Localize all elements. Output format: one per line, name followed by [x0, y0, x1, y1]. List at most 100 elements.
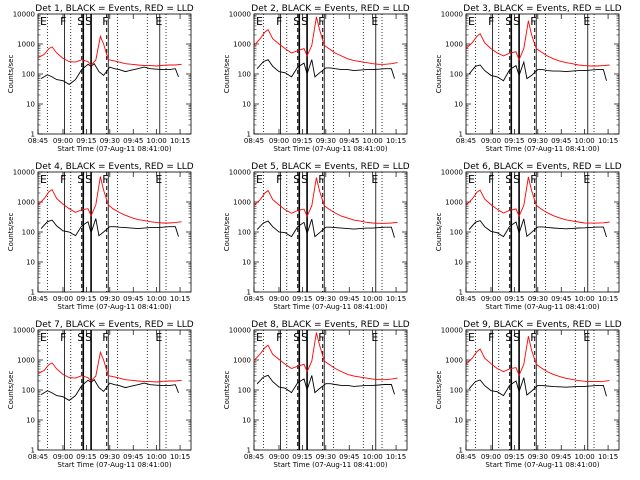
- x-tick-label: 10:15: [386, 295, 406, 303]
- interval-marker-s: S: [301, 173, 308, 186]
- x-tick-label: 09:45: [551, 453, 571, 461]
- x-tick-label: 09:00: [481, 295, 501, 303]
- x-axis-label: Start Time (07-Aug-11 08:41:00): [485, 145, 599, 153]
- interval-marker-s: S: [85, 173, 92, 186]
- y-axis-label: Counts/sec: [435, 371, 443, 410]
- x-tick-label: 08:45: [244, 137, 264, 145]
- y-tick-label: 10000: [13, 169, 35, 177]
- x-tick-label: 10:15: [386, 137, 406, 145]
- interval-marker-e: E: [155, 15, 162, 28]
- x-tick-label: 08:45: [28, 453, 48, 461]
- y-tick-label: 1000: [445, 199, 463, 207]
- x-tick-label: 10:00: [575, 137, 595, 145]
- x-tick-label: 09:45: [123, 453, 143, 461]
- plot-frame: [465, 171, 620, 293]
- interval-marker-s: S: [505, 331, 512, 344]
- y-tick-label: 1000: [17, 41, 35, 49]
- lld-series-line: [253, 177, 398, 224]
- x-tick-label: 10:15: [386, 453, 406, 461]
- interval-marker-f: F: [276, 15, 282, 28]
- x-tick-label: 10:15: [170, 453, 190, 461]
- y-tick-label: 100: [238, 229, 251, 237]
- interval-marker-f: F: [488, 173, 494, 186]
- y-tick-label: 10: [242, 101, 251, 109]
- y-tick-label: 10: [454, 417, 463, 425]
- x-tick-label: 09:45: [123, 137, 143, 145]
- y-tick-label: 1: [31, 447, 35, 455]
- lld-series-line: [465, 336, 610, 383]
- y-tick-label: 100: [22, 387, 35, 395]
- interval-marker-e: E: [371, 173, 378, 186]
- y-tick-label: 100: [450, 71, 463, 79]
- x-axis-label: Start Time (07-Aug-11 08:41:00): [273, 145, 387, 153]
- x-tick-label: 09:15: [76, 137, 96, 145]
- x-tick-label: 09:30: [100, 295, 120, 303]
- interval-marker-f: F: [276, 331, 282, 344]
- lld-series-line: [37, 176, 182, 224]
- panel-title: Det 1, BLACK = Events, RED = LLD: [35, 4, 194, 14]
- y-tick-label: 10000: [229, 169, 251, 177]
- events-series-line: [40, 379, 179, 401]
- y-tick-label: 100: [450, 387, 463, 395]
- y-tick-label: 1000: [233, 199, 251, 207]
- interval-marker-e: E: [371, 15, 378, 28]
- y-tick-label: 1: [247, 131, 251, 139]
- x-axis-label: Start Time (07-Aug-11 08:41:00): [57, 303, 171, 311]
- interval-marker-f: F: [318, 331, 324, 344]
- y-tick-label: 1: [459, 447, 463, 455]
- y-tick-label: 10: [26, 417, 35, 425]
- y-tick-label: 100: [22, 71, 35, 79]
- interval-marker-e: E: [256, 331, 263, 344]
- panel-det-9: Det 9, BLACK = Events, RED = LLD 1 10 100 10…: [435, 320, 622, 469]
- interval-marker-s: S: [85, 331, 92, 344]
- x-tick-label: 09:30: [528, 295, 548, 303]
- interval-marker-s: S: [77, 331, 84, 344]
- y-tick-label: 1: [31, 289, 35, 297]
- y-tick-label: 10000: [229, 11, 251, 19]
- x-tick-label: 09:00: [481, 137, 501, 145]
- x-tick-label: 09:00: [53, 137, 73, 145]
- lld-series-line: [253, 16, 398, 65]
- x-tick-label: 09:15: [292, 295, 312, 303]
- panel-title: Det 7, BLACK = Events, RED = LLD: [35, 320, 194, 330]
- lld-series-line: [37, 350, 182, 383]
- interval-marker-s: S: [293, 173, 300, 186]
- y-tick-label: 1: [247, 289, 251, 297]
- x-tick-label: 08:45: [28, 295, 48, 303]
- x-tick-label: 10:15: [170, 295, 190, 303]
- x-tick-label: 09:45: [123, 295, 143, 303]
- plot-frame: [465, 329, 620, 451]
- interval-marker-f: F: [530, 331, 536, 344]
- interval-marker-e: E: [583, 331, 590, 344]
- x-tick-label: 10:15: [598, 453, 618, 461]
- y-tick-label: 10: [26, 259, 35, 267]
- interval-marker-s: S: [505, 15, 512, 28]
- y-tick-label: 100: [238, 387, 251, 395]
- interval-marker-e: E: [40, 15, 47, 28]
- plot-frame: [253, 171, 408, 293]
- x-axis-label: Start Time (07-Aug-11 08:41:00): [273, 303, 387, 311]
- x-tick-label: 09:30: [100, 137, 120, 145]
- x-tick-label: 09:45: [551, 295, 571, 303]
- interval-marker-f: F: [60, 173, 66, 186]
- interval-marker-e: E: [468, 331, 475, 344]
- x-tick-label: 09:15: [504, 137, 524, 145]
- x-tick-label: 09:15: [504, 295, 524, 303]
- x-axis-label: Start Time (07-Aug-11 08:41:00): [273, 461, 387, 469]
- y-axis-label: Counts/sec: [223, 213, 231, 252]
- x-axis-label: Start Time (07-Aug-11 08:41:00): [485, 303, 599, 311]
- x-tick-label: 09:00: [269, 137, 289, 145]
- x-tick-label: 08:45: [28, 137, 48, 145]
- panel-title: Det 5, BLACK = Events, RED = LLD: [251, 162, 410, 172]
- interval-marker-s: S: [293, 331, 300, 344]
- panel-det-1: Det 1, BLACK = Events, RED = LLD 1 10 100 10…: [7, 4, 194, 153]
- y-tick-label: 1000: [17, 199, 35, 207]
- interval-marker-s: S: [77, 15, 84, 28]
- x-tick-label: 09:00: [53, 295, 73, 303]
- panel-title: Det 3, BLACK = Events, RED = LLD: [463, 4, 622, 14]
- y-axis-label: Counts/sec: [7, 213, 15, 252]
- interval-marker-s: S: [301, 331, 308, 344]
- x-tick-label: 10:15: [598, 295, 618, 303]
- y-tick-label: 100: [450, 229, 463, 237]
- x-tick-label: 10:00: [147, 295, 167, 303]
